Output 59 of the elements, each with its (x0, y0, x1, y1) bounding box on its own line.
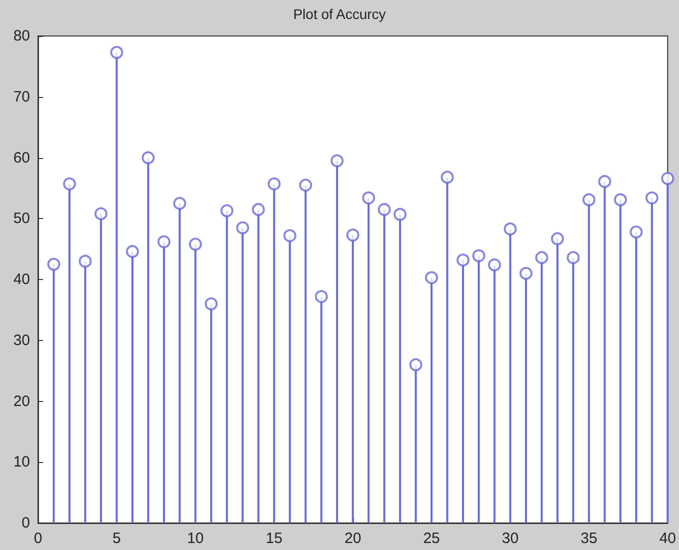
point (142, 151, 155, 164)
x-tick-label: 35 (580, 530, 598, 547)
y-tick-label: 30 (13, 332, 30, 349)
x-tick-label: 25 (423, 530, 440, 547)
y-tick-label: 10 (13, 454, 30, 471)
point (299, 178, 312, 192)
point (62, 177, 76, 190)
y-tick-label: 80 (13, 28, 30, 44)
point (157, 235, 170, 248)
y-tick-label: 20 (13, 392, 30, 410)
point (346, 228, 360, 242)
x-tick-label: 0 (34, 530, 42, 547)
point (283, 229, 296, 242)
point (188, 238, 202, 251)
point (550, 232, 564, 246)
point (110, 46, 124, 59)
point (78, 254, 92, 268)
x-tick-label: 10 (187, 530, 204, 547)
y-tick-label: 50 (13, 210, 30, 228)
point (362, 191, 376, 204)
point (252, 202, 265, 216)
point (409, 358, 422, 372)
point (582, 193, 596, 206)
point (661, 172, 674, 185)
point (614, 193, 627, 206)
point (456, 254, 470, 267)
x-tick-label: 15 (266, 530, 282, 547)
x-tick-label: 40 (659, 530, 676, 547)
x-tick-label: 30 (502, 530, 519, 547)
point (472, 249, 486, 262)
point (630, 226, 643, 239)
point (394, 208, 407, 221)
point (330, 154, 344, 168)
point (220, 204, 234, 218)
point (519, 266, 532, 280)
point (378, 202, 391, 216)
point (204, 297, 218, 310)
point (236, 221, 250, 234)
chart-title: Plot of Accurcy (293, 6, 386, 22)
x-tick-label: 5 (112, 530, 121, 547)
y-tick-label: 40 (13, 271, 30, 288)
x-tick-label: 20 (344, 530, 362, 547)
y-tick-label: 60 (13, 149, 30, 166)
point (488, 258, 501, 272)
point (173, 196, 186, 210)
y-tick-label: 0 (22, 514, 30, 532)
point (504, 222, 517, 236)
point (126, 245, 139, 258)
point (314, 290, 328, 304)
point (645, 191, 658, 204)
point (535, 251, 548, 264)
point (440, 170, 454, 184)
point (47, 258, 60, 271)
point (425, 271, 438, 284)
point (268, 177, 281, 190)
y-tick-label: 70 (13, 88, 30, 106)
point (94, 207, 108, 220)
point (566, 251, 580, 264)
point (598, 174, 612, 188)
